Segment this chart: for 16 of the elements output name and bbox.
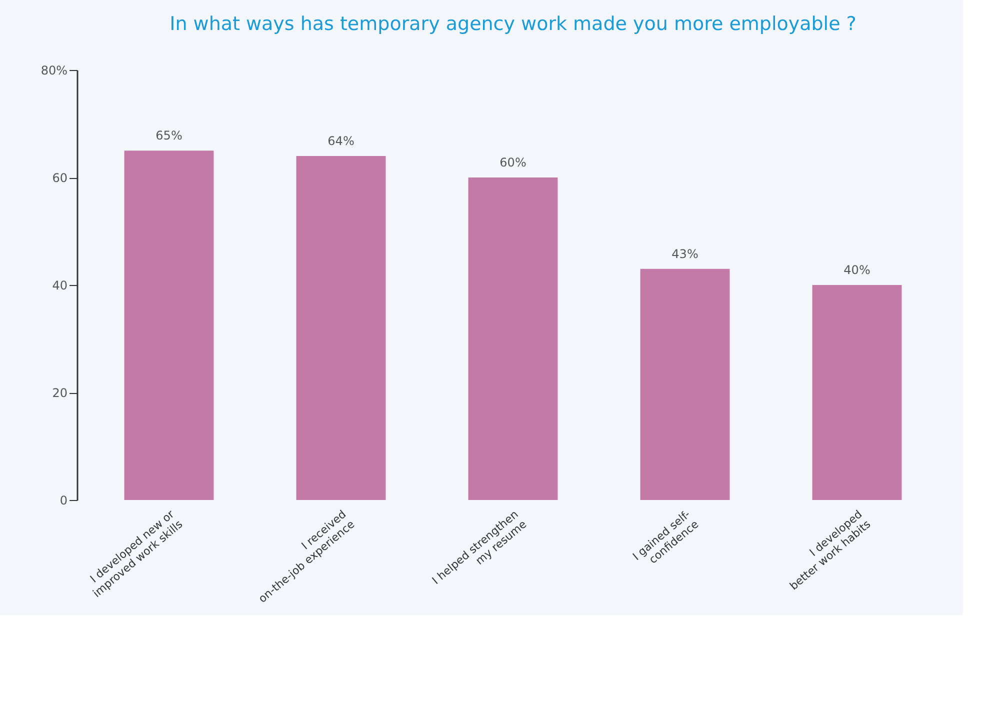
data-label: 43% xyxy=(672,246,698,261)
y-tick-label: 40 xyxy=(52,278,68,292)
y-tick-label: 0 xyxy=(60,494,68,508)
bar xyxy=(468,178,558,500)
bar xyxy=(124,150,214,500)
bar xyxy=(812,285,902,500)
data-label: 64% xyxy=(328,134,354,148)
data-label: 60% xyxy=(500,156,526,170)
data-label: 40% xyxy=(844,263,870,277)
y-tick-label: 80% xyxy=(40,64,68,78)
bar xyxy=(296,156,386,500)
data-label: 65% xyxy=(156,128,182,143)
chart-title: In what ways has temporary agency work made you more employable ? xyxy=(170,13,856,35)
y-tick-label: 60 xyxy=(52,171,68,185)
bar xyxy=(640,268,730,500)
y-tick-label: 20 xyxy=(52,386,68,400)
